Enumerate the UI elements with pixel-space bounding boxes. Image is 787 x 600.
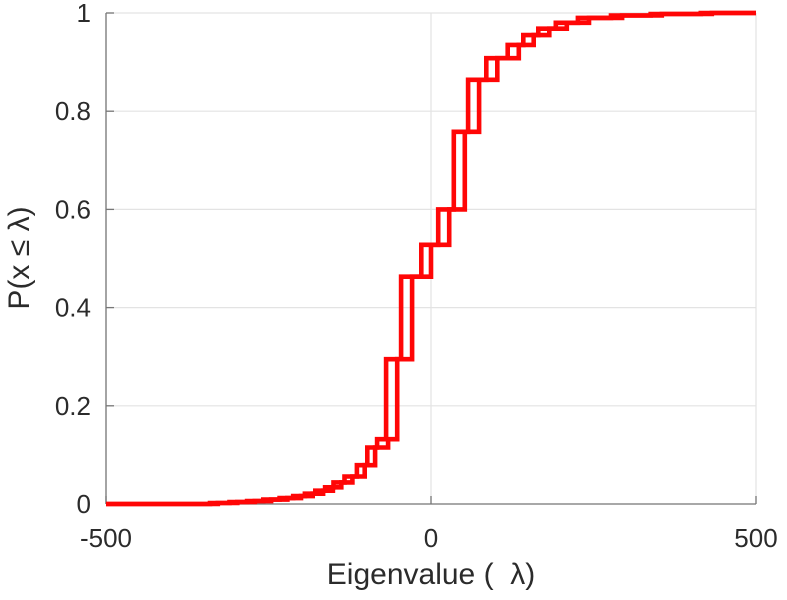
y-tick-label: 0: [77, 489, 91, 519]
y-axis-label: P(x ≤ λ): [3, 206, 36, 310]
y-tick-label: 1: [77, 0, 91, 28]
ecdf-curve-2: [106, 10, 756, 507]
x-tick-label: 0: [424, 523, 438, 553]
x-tick-label: 500: [734, 523, 777, 553]
y-tick-label: 0.6: [55, 194, 91, 224]
y-tick-label: 0.2: [55, 391, 91, 421]
y-tick-label: 0.4: [55, 293, 91, 323]
x-tick-label: -500: [80, 523, 132, 553]
y-tick-label: 0.8: [55, 96, 91, 126]
x-axis-label: Eigenvalue ( λ): [326, 558, 536, 591]
